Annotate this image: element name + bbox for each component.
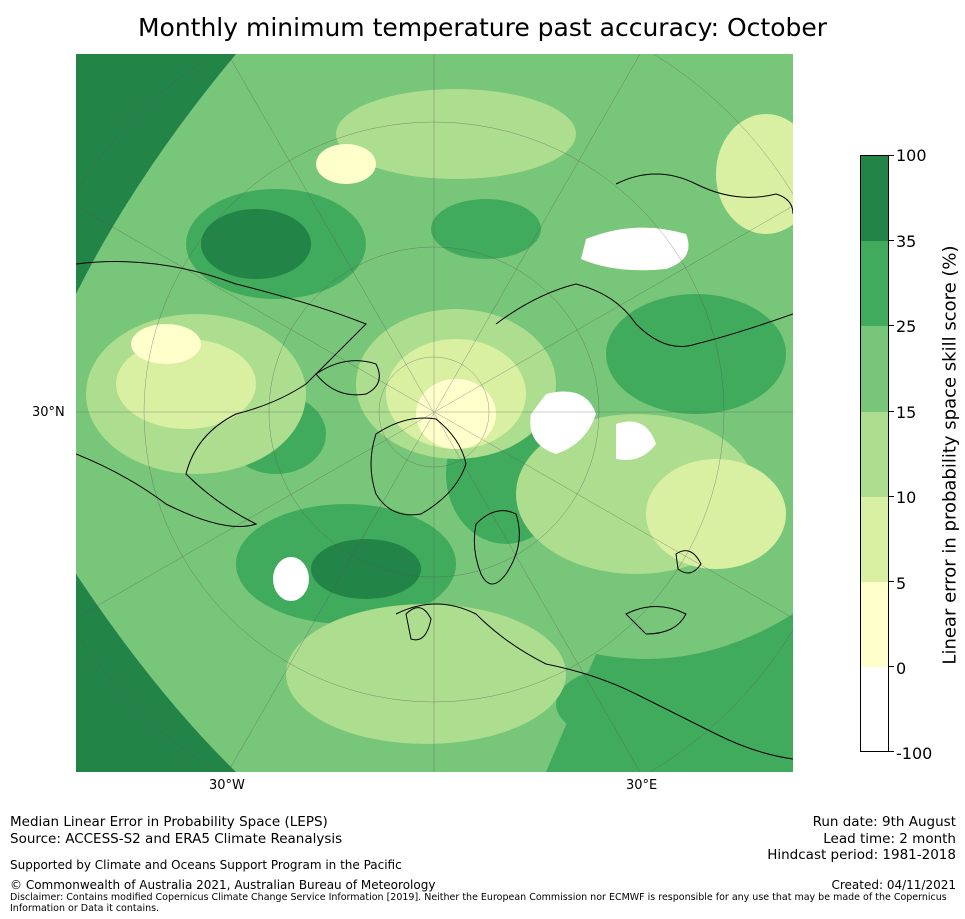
skill-region-dark-nw: [76, 54, 236, 294]
skill-region-negative-4: [616, 421, 656, 460]
colorbar-tick-label: 15: [896, 403, 917, 422]
coastline-siberia: [615, 173, 793, 215]
skill-region-mid-2: [431, 199, 541, 259]
footer-hindcast-period: Hindcast period: 1981-2018: [767, 847, 956, 863]
colorbar-tick: [889, 581, 894, 582]
colorbar-tick-label: 35: [896, 232, 917, 251]
latitude-label-30n: 30°N: [32, 405, 65, 420]
footer-support-line: Supported by Climate and Oceans Support …: [10, 858, 402, 872]
footer-disclaimer-1: Disclaimer: Contains modified Copernicus…: [10, 892, 947, 903]
coastline-arctic-island: [315, 360, 380, 396]
colorbar-bin-0-5: [861, 582, 888, 667]
skill-region-pale-4: [716, 114, 793, 234]
coastline-greenland: [370, 417, 467, 516]
coastline-north-america: [76, 261, 367, 527]
skill-region-light-5: [336, 89, 576, 179]
skill-region-pale-3: [646, 459, 786, 569]
colorbar-tick-label: 5: [896, 574, 907, 593]
colorbar-tick: [889, 155, 894, 156]
colorbar-bin-5-10: [861, 497, 888, 582]
skill-region-dark-1: [201, 209, 311, 279]
skill-region-mid-7: [556, 664, 716, 744]
footer-run-date: Run date: 9th August: [812, 814, 956, 830]
graticule: [76, 54, 793, 772]
skill-region-negative-1: [273, 557, 309, 601]
longitude-label-30w: 30°W: [209, 778, 245, 793]
colorbar-tick-label: -100: [896, 744, 933, 763]
colorbar-tick-label: 10: [896, 488, 917, 507]
footer-created: Created: 04/11/2021: [831, 878, 956, 892]
colorbar-axis-label: Linear error in probability space skill …: [939, 245, 961, 665]
footer-lead-time: Lead time: 2 month: [823, 831, 956, 847]
polar-stereographic-map: [76, 54, 793, 772]
map-svg: [76, 54, 793, 772]
colorbar-tick-label: 100: [896, 146, 927, 165]
colorbar-bin-10-15: [861, 412, 888, 497]
skill-region-dark-sw: [76, 574, 236, 772]
colorbar-tick: [889, 325, 894, 326]
skill-region-dark-2: [311, 539, 421, 599]
footer-disclaimer-2: Information or Data it contains.: [10, 903, 160, 914]
skill-region-yellow-3: [131, 324, 201, 364]
footer-leps-line: Median Linear Error in Probability Space…: [10, 814, 328, 830]
colorbar-bin-25-35: [861, 241, 888, 326]
footer-source-line: Source: ACCESS-S2 and ERA5 Climate Reana…: [10, 831, 343, 847]
colorbar-tick: [889, 240, 894, 241]
colorbar-tick: [889, 411, 894, 412]
coastline-british-isles: [405, 607, 432, 641]
colorbar-bin-35-100: [861, 156, 888, 241]
chart-title: Monthly minimum temperature past accurac…: [137, 13, 828, 42]
colorbar-bin-15-25: [861, 326, 888, 412]
coastline-caspian-sea: [675, 550, 702, 574]
colorbar-tick-label: 25: [896, 317, 917, 336]
footer-copyright: © Commonwealth of Australia 2021, Austra…: [10, 878, 436, 892]
longitude-label-30e: 30°E: [626, 778, 658, 793]
colorbar-tick: [889, 666, 894, 667]
coastlines: [76, 173, 793, 760]
skill-region-yellow-2: [316, 144, 376, 184]
colorbar: [860, 155, 889, 752]
colorbar-tick: [889, 751, 894, 752]
colorbar-tick: [889, 496, 894, 497]
coastline-eurasia-north: [495, 283, 793, 347]
coastline-scandinavia: [473, 510, 520, 585]
coastline-black-sea: [625, 606, 687, 635]
coastline-europe: [395, 603, 793, 760]
skill-region-yellow-1: [416, 379, 496, 449]
colorbar-bin-neg100-0: [861, 667, 888, 751]
colorbar-tick-label: 0: [896, 659, 907, 678]
skill-region-negative-3: [530, 391, 596, 454]
skill-region-light-4: [286, 604, 566, 744]
skill-region-negative-2: [581, 227, 689, 271]
skill-region-mid-6: [606, 294, 786, 414]
